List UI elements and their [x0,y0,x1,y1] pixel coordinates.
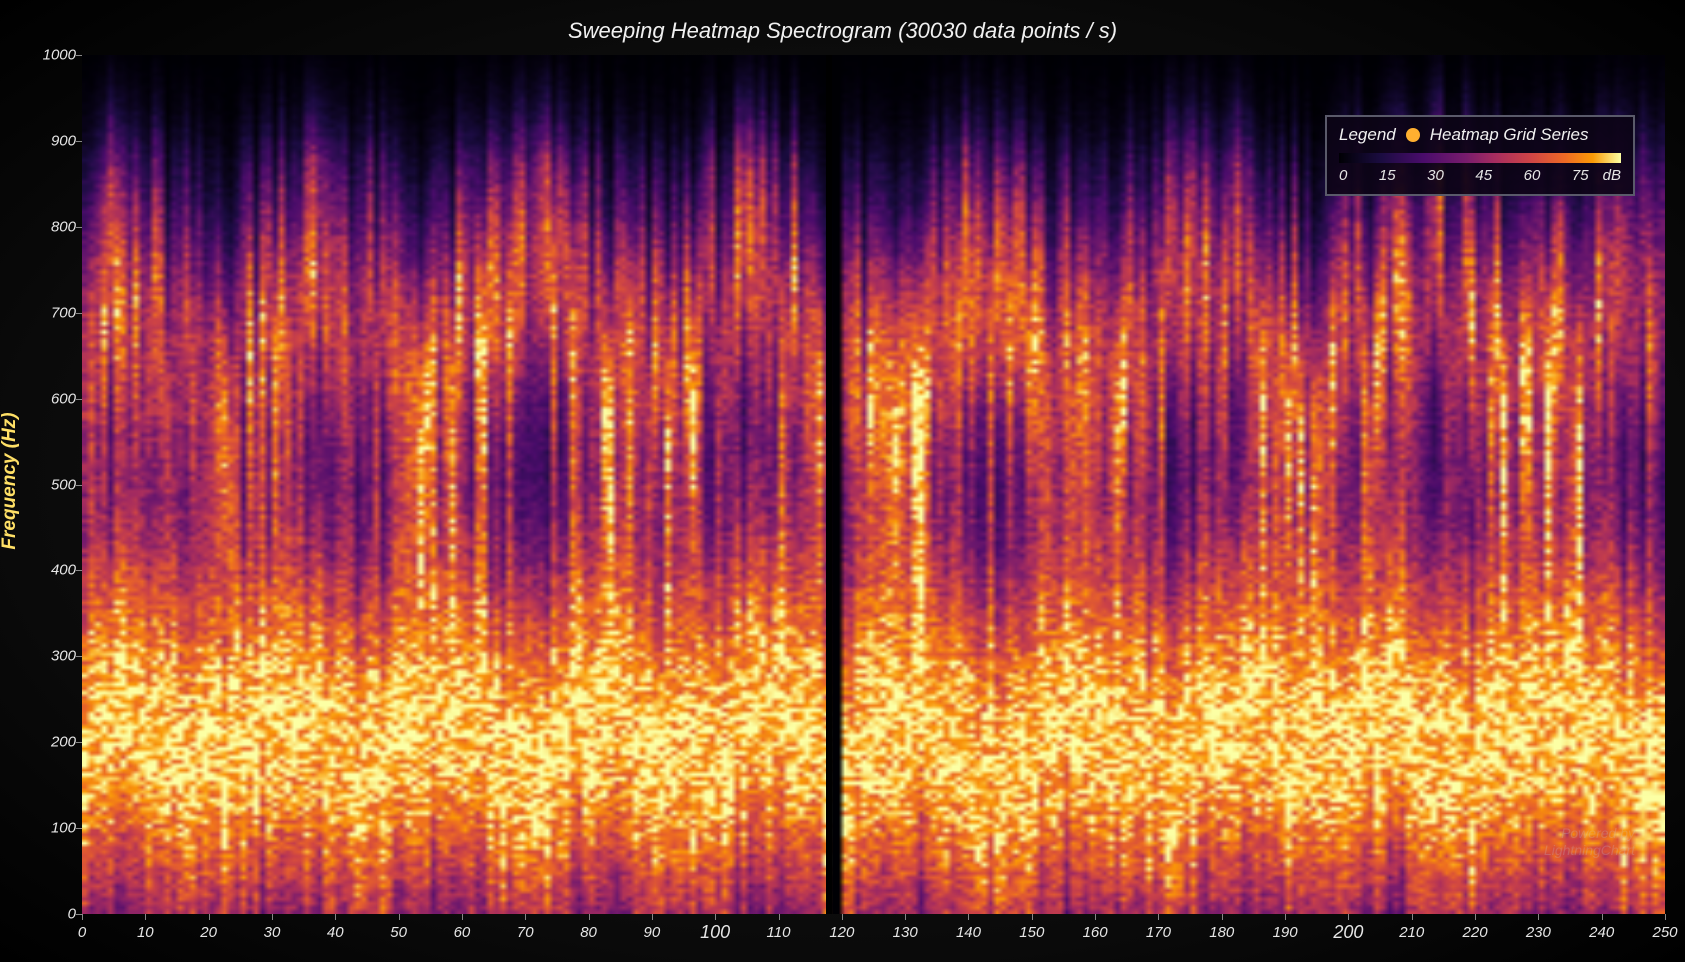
legend-tick: 60 [1524,167,1541,184]
y-axis-label: Frequency (Hz) [0,412,21,549]
y-tick-label: 1000 [43,47,76,64]
x-tick-label: 80 [580,924,597,941]
y-tick-label: 0 [68,906,76,923]
legend-tick: 15 [1379,167,1396,184]
watermark-line2: LightningChart [1544,842,1635,859]
y-tick-label: 500 [51,476,76,493]
y-tick-label: 800 [51,218,76,235]
x-tick-label: 180 [1209,924,1234,941]
x-tick-label: 30 [264,924,281,941]
watermark: Powered by LightningChart [1544,825,1635,859]
x-tick-label: 70 [517,924,534,941]
x-tick-label: 130 [893,924,918,941]
legend-tick: 75 [1572,167,1589,184]
legend-unit: dB [1603,167,1621,184]
y-tick-label: 200 [51,734,76,751]
watermark-line1: Powered by [1544,825,1635,842]
legend-series-marker-icon [1406,128,1420,142]
y-tick-label: 300 [51,648,76,665]
legend-series-label: Heatmap Grid Series [1430,125,1589,145]
legend-ticks: 0 15 30 45 60 75 [1339,167,1589,184]
x-tick-label: 160 [1083,924,1108,941]
x-tick-label: 230 [1526,924,1551,941]
y-tick-label: 100 [51,820,76,837]
legend-tick: 45 [1475,167,1492,184]
x-tick-label: 40 [327,924,344,941]
x-tick-label: 150 [1019,924,1044,941]
sweep-cursor [826,55,832,914]
y-axis: 01002003004005006007008009001000 [40,55,82,914]
legend-gradient-bar [1339,153,1621,163]
x-tick-label: 0 [78,924,86,941]
x-tick-label: 170 [1146,924,1171,941]
x-axis: 0102030405060708090100110120130140150160… [82,914,1665,962]
y-tick-label: 900 [51,132,76,149]
x-tick-label: 50 [390,924,407,941]
x-tick-label: 120 [829,924,854,941]
y-tick-label: 600 [51,390,76,407]
x-tick-label: 250 [1652,924,1677,941]
y-tick-label: 700 [51,304,76,321]
legend-tick: 0 [1339,167,1347,184]
x-tick-label: 10 [137,924,154,941]
chart-title: Sweeping Heatmap Spectrogram (30030 data… [0,18,1685,44]
x-tick-label: 140 [956,924,981,941]
x-tick-label: 20 [200,924,217,941]
x-tick-label: 200 [1333,922,1363,943]
legend-tick: 30 [1427,167,1444,184]
plot-area[interactable]: Legend Heatmap Grid Series 0 15 30 45 60 75 d… [82,55,1665,914]
x-tick-label: 110 [767,924,791,941]
x-tick-label: 220 [1463,924,1488,941]
y-tick-label: 400 [51,562,76,579]
x-tick-label: 210 [1399,924,1424,941]
legend-title: Legend [1339,125,1396,145]
x-tick-label: 100 [700,922,730,943]
x-tick-label: 190 [1273,924,1298,941]
legend-box[interactable]: Legend Heatmap Grid Series 0 15 30 45 60 75 d… [1325,115,1635,196]
x-tick-label: 90 [644,924,661,941]
x-tick-label: 60 [454,924,471,941]
x-tick-label: 240 [1589,924,1614,941]
